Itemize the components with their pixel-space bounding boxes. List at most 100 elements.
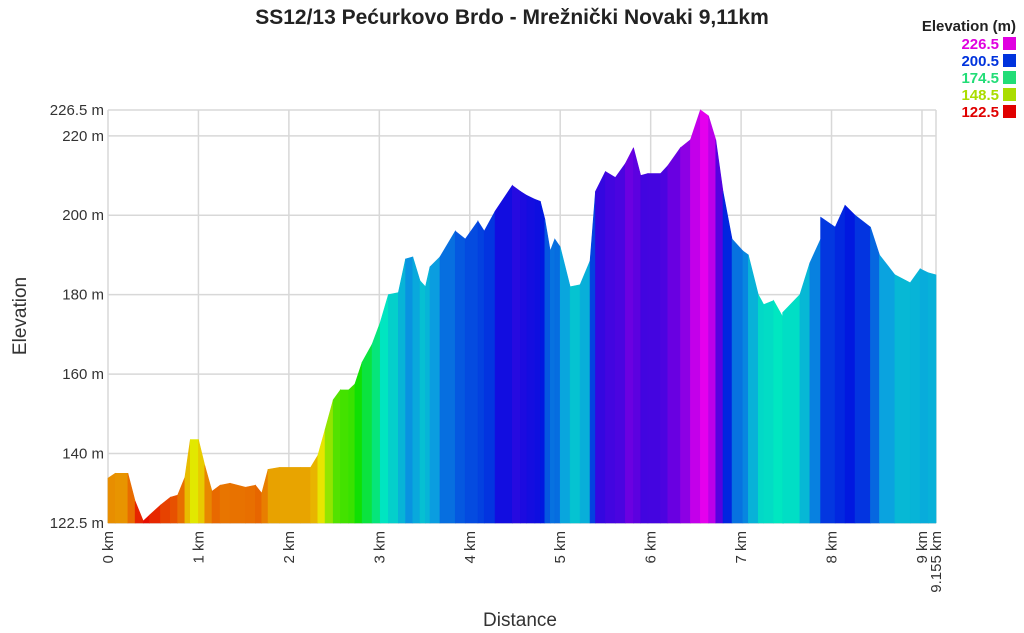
elevation-segment: [483, 211, 496, 524]
elevation-segment: [261, 469, 269, 524]
elevation-segment: [160, 496, 171, 524]
elevation-segment: [267, 467, 281, 524]
elevation-segment: [526, 194, 536, 524]
elevation-segment: [324, 399, 334, 524]
x-tick-label: 5 km: [552, 531, 569, 564]
legend-item-label: 200.5: [961, 53, 999, 70]
y-tick-label: 140 m: [62, 446, 104, 463]
elevation-segment: [782, 293, 801, 524]
elevation-segment: [569, 284, 581, 524]
elevation-segment: [398, 258, 406, 524]
elevation-segment: [919, 268, 929, 524]
elevation-segment: [763, 300, 774, 524]
y-tick-label: 220 m: [62, 128, 104, 145]
legend-item: 122.5: [922, 104, 1016, 121]
y-tick-label: 226.5 m: [50, 102, 104, 119]
elevation-segment: [190, 439, 199, 524]
elevation-segment: [625, 147, 634, 524]
elevation-segment: [245, 484, 256, 524]
elevation-segment: [680, 139, 691, 524]
elevation-segment: [595, 171, 606, 524]
x-tick-label: 4 km: [462, 531, 479, 564]
elevation-segment: [219, 482, 231, 524]
elevation-segment: [909, 267, 921, 524]
elevation-segment: [354, 362, 363, 524]
elevation-segment: [615, 162, 626, 524]
x-axis-ticks: 0 km 1 km 2 km 3 km 4 km 5 km 6 km 7 km 8 km 9 km…: [100, 531, 945, 593]
elevation-segment: [388, 292, 399, 524]
elevation-segment: [520, 190, 528, 524]
elevation-segment: [667, 146, 681, 524]
legend-item: 200.5: [922, 53, 1016, 70]
elevation-segment: [534, 198, 541, 524]
elevation-segment: [425, 266, 431, 524]
legend-swatch: [1003, 71, 1016, 84]
legend-item: 174.5: [922, 70, 1016, 87]
elevation-segment: [660, 164, 669, 524]
elevation-segment: [255, 484, 263, 524]
legend-item-label: 174.5: [961, 70, 999, 87]
elevation-segment: [879, 254, 896, 524]
elevation-segment: [429, 256, 441, 524]
x-tick-label: 0 km: [100, 531, 117, 564]
elevation-segment: [854, 214, 871, 524]
elevation-segment: [809, 238, 821, 524]
elevation-segment: [870, 227, 880, 524]
elevation-segment: [229, 482, 246, 524]
elevation-segment: [348, 383, 356, 524]
x-tick-label: 8 km: [824, 531, 841, 564]
elevation-segment: [170, 494, 178, 524]
legend: Elevation (m) 226.5 200.5 174.5 148.5 122.5: [922, 18, 1016, 121]
elevation-segment: [149, 504, 161, 524]
elevation-segment: [412, 256, 421, 524]
elevation-segment: [379, 294, 389, 524]
elevation-segment: [114, 473, 129, 524]
elevation-segment: [731, 238, 744, 524]
elevation-segment: [184, 439, 191, 524]
elevation-segment: [371, 322, 381, 524]
elevation-segment: [439, 230, 456, 524]
elevation-segment: [511, 184, 521, 524]
x-tick-label: 9 km: [914, 531, 931, 564]
elevation-segment: [540, 201, 546, 524]
elevation-segment: [332, 389, 341, 524]
legend-swatch: [1003, 88, 1016, 101]
elevation-segment: [454, 230, 466, 524]
x-axis-label: Distance: [483, 610, 557, 631]
elevation-segment: [834, 205, 846, 524]
y-tick-label: 122.5 m: [50, 515, 104, 532]
elevation-segment: [773, 299, 784, 524]
elevation-segment: [579, 260, 591, 524]
x-tick-label: 7 km: [733, 531, 750, 564]
x-tick-label: 9.155 km: [928, 531, 945, 593]
elevation-segment: [405, 256, 414, 524]
y-tick-label: 160 m: [62, 366, 104, 383]
y-tick-label: 200 m: [62, 207, 104, 224]
x-tick-label: 2 km: [281, 531, 298, 564]
legend-item: 148.5: [922, 87, 1016, 104]
elevation-segment: [549, 238, 556, 524]
legend-swatch: [1003, 54, 1016, 67]
elevation-segment: [844, 204, 856, 524]
elevation-segment: [361, 343, 373, 524]
y-axis-ticks: 122.5 m 140 m 160 m 180 m 200 m 220 m 226.5 m: [50, 102, 104, 532]
elevation-segment: [211, 484, 221, 524]
elevation-segment: [198, 439, 206, 524]
elevation-segment: [647, 173, 661, 524]
y-axis-label: Elevation: [10, 277, 31, 355]
elevation-segment: [928, 272, 937, 524]
elevation-segment: [477, 220, 485, 524]
elevation-segment: [142, 514, 150, 524]
x-tick-label: 3 km: [371, 531, 388, 564]
elevation-area: [107, 109, 937, 524]
elevation-segment: [700, 109, 709, 524]
elevation-segment: [640, 173, 649, 524]
elevation-segment: [317, 429, 326, 524]
elevation-segment: [419, 279, 426, 524]
elevation-segment: [722, 191, 733, 524]
elevation-segment: [300, 467, 311, 524]
legend-item-label: 148.5: [961, 87, 999, 104]
elevation-segment: [757, 294, 765, 524]
elevation-segment: [134, 501, 144, 524]
